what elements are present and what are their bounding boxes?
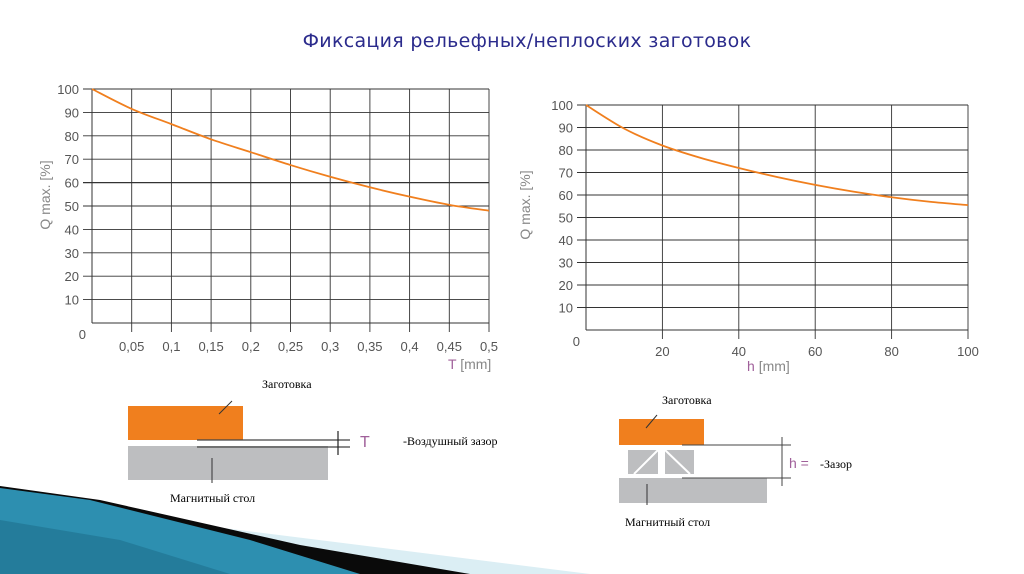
y-tick-label: 30 [559, 256, 573, 271]
workpiece-leader-line [218, 400, 233, 415]
y-tick-label: 50 [65, 199, 79, 214]
y-axis-label: Q max. [%] [517, 170, 533, 239]
magnetic-table-block [619, 478, 767, 503]
workpiece-leader-line [645, 414, 658, 429]
x-axis-unit: [mm] [460, 356, 491, 372]
gap-label: -Воздушный зазор [403, 434, 498, 448]
gap-symbol: h = [789, 455, 809, 471]
diagram-gap-height: Заготовка h = -Зазор Магнитный стол [619, 393, 852, 529]
gap-symbol: T [360, 434, 370, 451]
x-tick-label: 0,5 [480, 339, 498, 354]
y-tick-label: 50 [559, 211, 573, 226]
table-label: Магнитный стол [625, 515, 710, 529]
y-tick-label: 70 [65, 152, 79, 167]
y-tick-label: 80 [559, 143, 573, 158]
y-tick-label: 10 [559, 301, 573, 316]
origin-label: 0 [79, 327, 86, 342]
workpiece-label: Заготовка [262, 377, 312, 391]
y-tick-label: 80 [65, 129, 79, 144]
y-tick-label: 60 [65, 176, 79, 191]
y-tick-label: 70 [559, 166, 573, 181]
x-tick-label: 0,05 [119, 339, 144, 354]
y-tick-label: 10 [65, 293, 79, 308]
x-tick-label: 0,2 [242, 339, 260, 354]
y-tick-label: 90 [559, 121, 573, 136]
x-axis-symbol: h [747, 358, 759, 374]
spacer-diagonal [633, 449, 659, 475]
magnetic-table-block [128, 446, 328, 480]
spacer-diagonal [664, 449, 691, 475]
y-tick-label: 20 [559, 278, 573, 293]
x-tick-label: 0,45 [437, 339, 462, 354]
x-tick-label: 40 [732, 344, 746, 359]
data-series-line [585, 104, 969, 207]
workpiece-block [619, 419, 704, 445]
y-tick-label: 60 [559, 188, 573, 203]
x-tick-label: 60 [808, 344, 822, 359]
workpiece-label: Заготовка [662, 393, 712, 407]
origin-label: 0 [573, 334, 580, 349]
y-axis-label: Q max. [%] [37, 160, 53, 229]
y-tick-label: 40 [559, 233, 573, 248]
workpiece-block [128, 406, 243, 440]
x-tick-label: 0,1 [162, 339, 180, 354]
gap-label: -Зазор [820, 457, 852, 471]
x-tick-label: 0,35 [357, 339, 382, 354]
x-tick-label: 80 [884, 344, 898, 359]
diagram-air-gap: Заготовка T -Воздушный зазор Магнитный с… [128, 377, 498, 505]
y-tick-label: 90 [65, 105, 79, 120]
x-tick-label: 0,15 [198, 339, 223, 354]
y-tick-label: 100 [57, 82, 79, 97]
slide-title: Фиксация рельефных/неплоских заготовок [302, 30, 752, 52]
y-tick-label: 40 [65, 222, 79, 237]
x-axis-label: h [mm] [747, 358, 790, 374]
decorative-swoosh [0, 486, 590, 574]
x-tick-label: 0,4 [401, 339, 419, 354]
x-tick-label: 0,25 [278, 339, 303, 354]
x-axis-label: T [mm] [448, 356, 491, 372]
x-tick-label: 20 [655, 344, 669, 359]
chart-q-vs-gap-height: 10 20 30 40 50 60 70 80 90 100 20 40 60 80 100 0 Q max. … [517, 98, 979, 374]
x-axis-symbol: T [448, 356, 460, 372]
chart-q-vs-air-gap: 10 20 30 40 50 60 70 80 90 100 0,05 0,1 0,15 0,2 0,25 0… [37, 82, 498, 372]
y-tick-label: 20 [65, 269, 79, 284]
y-tick-label: 30 [65, 246, 79, 261]
y-tick-label: 100 [551, 98, 573, 113]
x-tick-label: 0,3 [321, 339, 339, 354]
x-axis-unit: [mm] [759, 358, 790, 374]
x-tick-label: 100 [957, 344, 979, 359]
table-label: Магнитный стол [170, 491, 255, 505]
